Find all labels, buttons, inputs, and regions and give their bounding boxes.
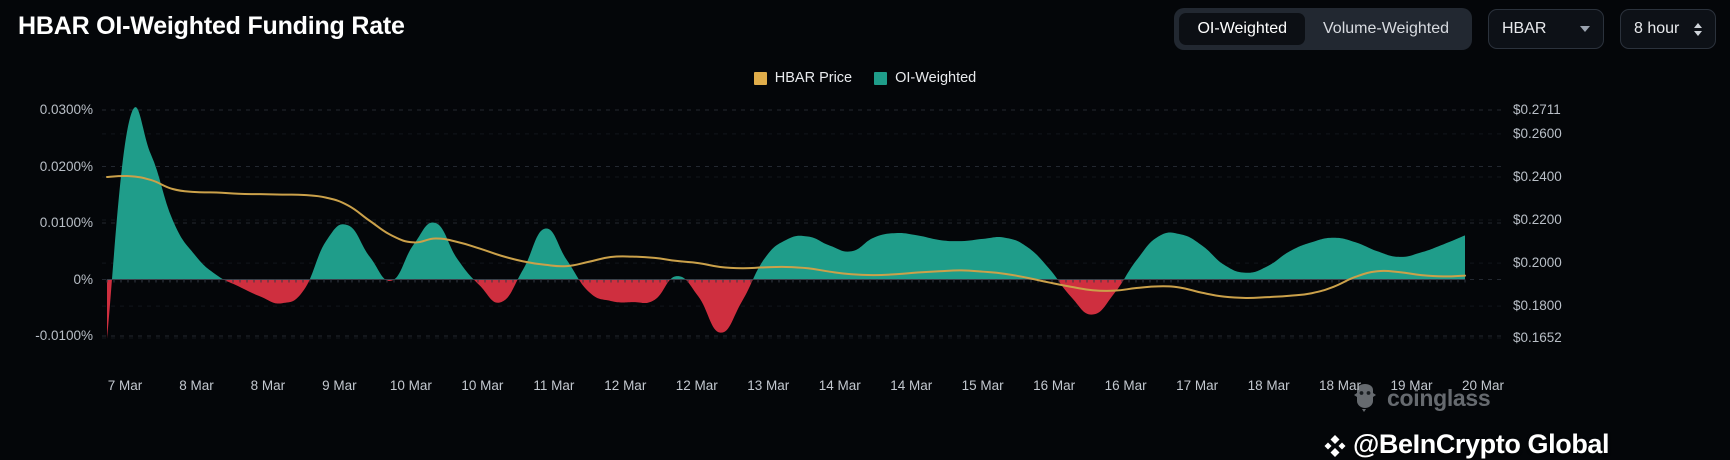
beincrypto-watermark: @BeInCrypto Global xyxy=(1322,429,1610,460)
x-axis-tick: 8 Mar xyxy=(250,378,286,393)
x-axis-tick: 20 Mar xyxy=(1461,378,1505,393)
x-axis-tick: 7 Mar xyxy=(107,378,143,393)
y-axis-left-tick: 0.0300% xyxy=(39,102,93,117)
y-axis-right-tick: $0.2000 xyxy=(1513,255,1562,271)
chart-canvas xyxy=(102,107,1505,339)
x-axis-tick: 16 Mar xyxy=(1033,378,1076,393)
legend-item-price[interactable]: HBAR Price xyxy=(753,70,853,86)
interval-value: 8 hour xyxy=(1634,20,1680,37)
legend-item-oi[interactable]: OI-Weighted xyxy=(874,70,976,86)
header-controls: OI-Weighted Volume-Weighted HBAR 8 hour xyxy=(1174,8,1716,50)
x-axis-tick: 18 Mar xyxy=(1247,378,1290,393)
y-axis-left-tick: 0.0100% xyxy=(39,215,93,230)
y-axis-right-tick: $0.2400 xyxy=(1513,168,1562,184)
y-axis-right-tick: $0.2600 xyxy=(1513,125,1562,141)
y-axis-left-tick: -0.0100% xyxy=(35,328,93,343)
x-axis-tick: 11 Mar xyxy=(533,378,575,393)
x-axis-tick: 12 Mar xyxy=(675,378,718,393)
asset-select-value: HBAR xyxy=(1502,20,1547,37)
chart-plot-area[interactable]: 0.0300% 0.0200% 0.0100% 0% -0.0100% $0.2711 $… xyxy=(0,96,1730,459)
x-axis-tick: 12 Mar xyxy=(604,378,647,393)
diamond-icon xyxy=(1324,434,1346,457)
legend-swatch-price xyxy=(753,71,767,85)
beincrypto-watermark-text: @BeInCrypto Global xyxy=(1353,429,1610,459)
x-axis-tick: 10 Mar xyxy=(461,378,504,393)
x-axis-tick: 14 Mar xyxy=(890,378,933,393)
x-axis-tick: 14 Mar xyxy=(818,378,861,393)
chevron-down-icon xyxy=(1580,26,1590,32)
x-axis-tick: 10 Mar xyxy=(389,378,432,393)
tab-oi-weighted[interactable]: OI-Weighted xyxy=(1179,13,1305,45)
asset-select-dropdown[interactable]: HBAR xyxy=(1488,9,1604,49)
x-axis-tick: 15 Mar xyxy=(961,378,1004,393)
x-axis-tick: 16 Mar xyxy=(1104,378,1147,393)
x-axis-tick: 17 Mar xyxy=(1176,378,1219,393)
y-axis-right-tick: $0.1800 xyxy=(1513,298,1562,314)
stepper-down-icon[interactable] xyxy=(1694,30,1702,36)
interval-stepper[interactable]: 8 hour xyxy=(1620,9,1716,49)
legend-label-price: HBAR Price xyxy=(774,70,853,86)
chart-header: HBAR OI-Weighted Funding Rate OI-Weighte… xyxy=(0,0,1730,58)
tab-volume-weighted[interactable]: Volume-Weighted xyxy=(1323,20,1449,37)
y-axis-left-tick: 0.0200% xyxy=(39,158,93,174)
y-axis-right-tick: $0.2711 xyxy=(1513,102,1561,117)
page-title: HBAR OI-Weighted Funding Rate xyxy=(18,12,405,40)
y-axis-right-tick: $0.1652 xyxy=(1513,330,1562,345)
x-axis-tick: 13 Mar xyxy=(747,378,790,393)
weighting-toggle-group[interactable]: OI-Weighted Volume-Weighted xyxy=(1174,8,1472,50)
x-axis-tick: 8 Mar xyxy=(179,378,214,393)
x-axis-tick: 19 Mar xyxy=(1390,378,1433,393)
stepper-updown-icon[interactable] xyxy=(1694,22,1702,36)
x-axis-tick: 18 Mar xyxy=(1319,378,1362,393)
y-axis-left-tick: 0% xyxy=(73,271,93,287)
x-axis-tick: 9 Mar xyxy=(322,378,357,393)
stepper-up-icon[interactable] xyxy=(1694,22,1702,28)
chart-legend: HBAR Price OI-Weighted xyxy=(0,70,1730,86)
legend-swatch-oi xyxy=(874,71,888,85)
y-axis-right-tick: $0.2200 xyxy=(1513,212,1562,228)
legend-label-oi: OI-Weighted xyxy=(895,70,977,86)
